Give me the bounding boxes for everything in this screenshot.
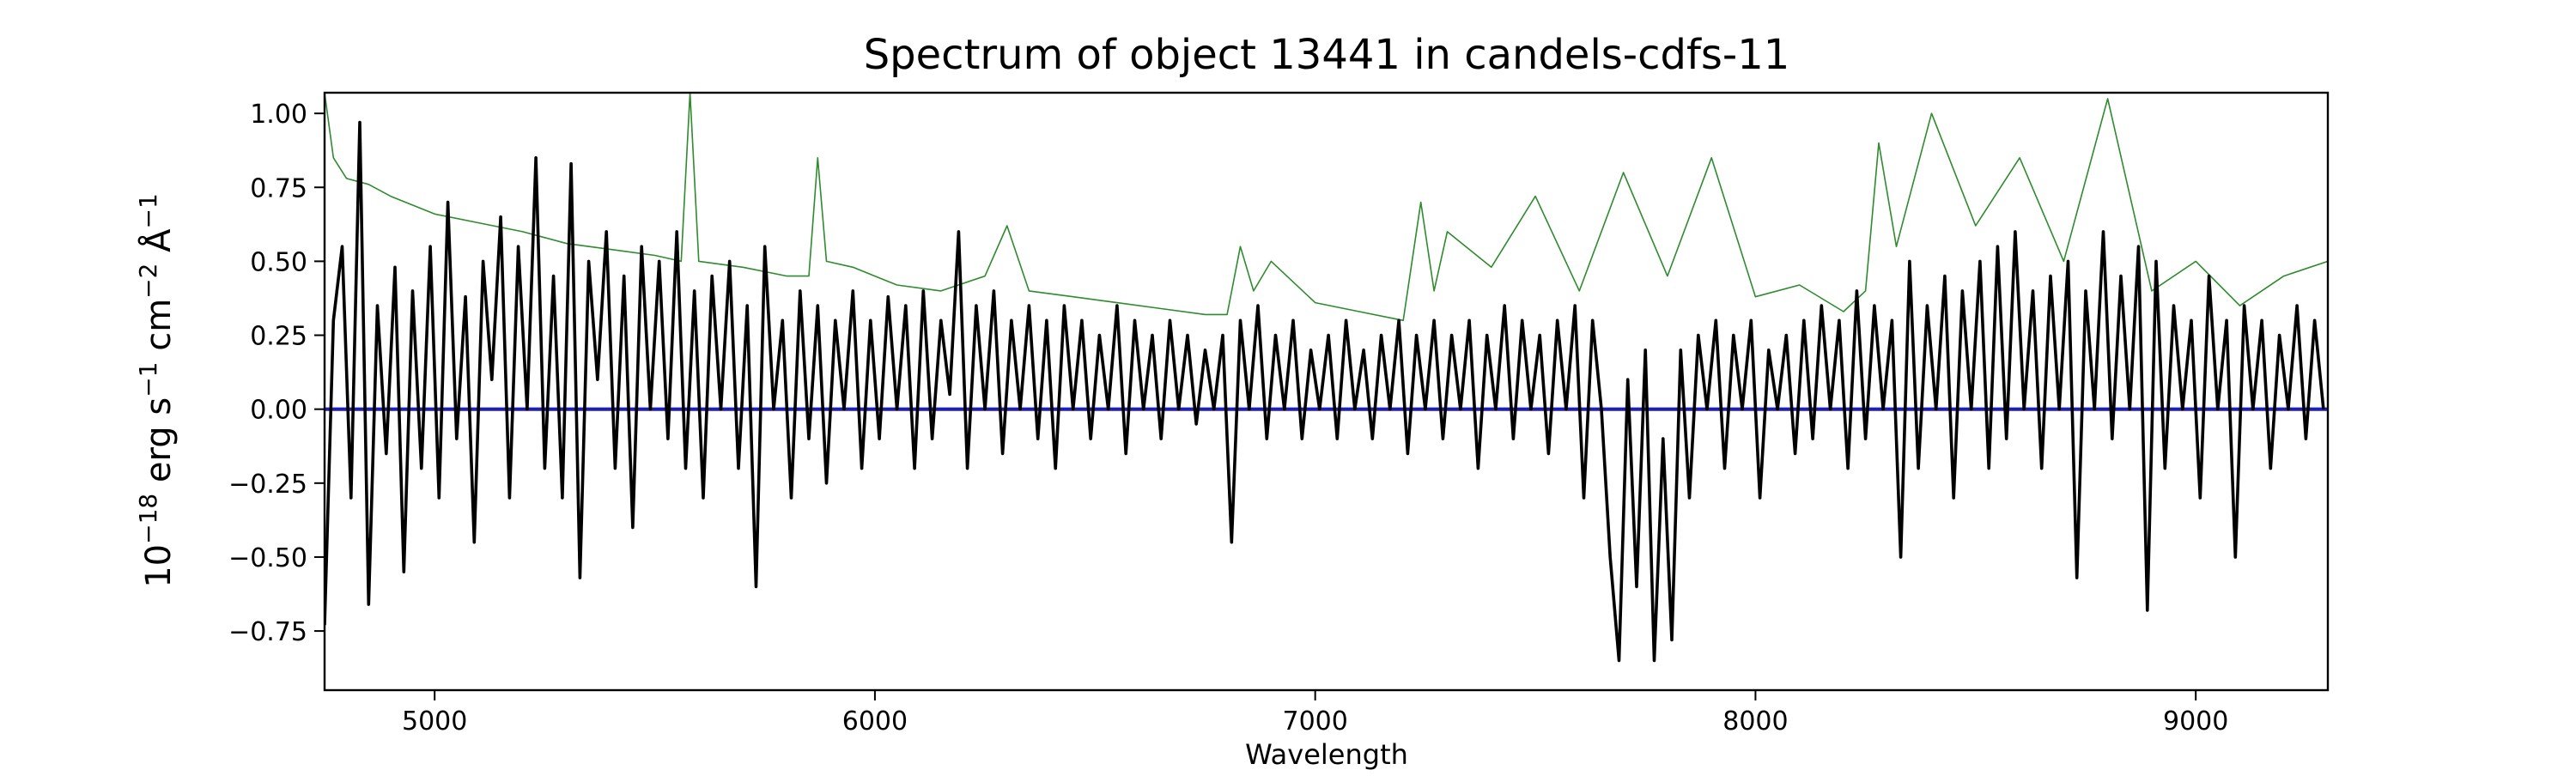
x-tick-label: 7000 bbox=[1283, 706, 1348, 737]
y-tick-label: 0.00 bbox=[250, 396, 307, 426]
ticks-layer: 5000 6000 7000 8000 9000 1.00 0.75 0.50 0.25 0.00… bbox=[228, 100, 2228, 737]
y-tick-label: 0.25 bbox=[250, 322, 307, 352]
x-tick-label: 9000 bbox=[2163, 706, 2228, 737]
chart-title: Spectrum of object 13441 in candels-cdfs… bbox=[864, 31, 1790, 79]
x-tick-label: 5000 bbox=[402, 706, 467, 737]
y-tick-label: −0.50 bbox=[228, 543, 307, 573]
plot-frame bbox=[323, 91, 2330, 692]
x-tick-label: 6000 bbox=[842, 706, 908, 737]
y-tick-label: 0.50 bbox=[250, 247, 307, 277]
ylabel-cm-exponent: −2 bbox=[134, 264, 162, 299]
y-tick-label: −0.75 bbox=[228, 617, 307, 647]
error-spectrum-line bbox=[325, 93, 2328, 322]
y-tick-label: 1.00 bbox=[250, 100, 307, 130]
ylabel-exponent: −18 bbox=[134, 494, 162, 544]
x-axis-label: Wavelength bbox=[1245, 738, 1408, 771]
flux-spectrum-line bbox=[325, 120, 2325, 663]
ylabel-units: erg s bbox=[139, 397, 179, 494]
y-tick-label: −0.25 bbox=[228, 470, 307, 500]
y-tick-label: 0.75 bbox=[250, 173, 307, 203]
ylabel-prefix: 10 bbox=[139, 544, 179, 588]
ylabel-s-exponent: −1 bbox=[134, 362, 162, 397]
series-layer bbox=[325, 93, 2328, 663]
ylabel-angstrom-exponent: −1 bbox=[134, 193, 162, 228]
y-axis-label: 10−18 erg s−1 cm−2 Å−1 bbox=[134, 193, 179, 588]
ylabel-angstrom: Å bbox=[137, 228, 179, 264]
x-tick-label: 8000 bbox=[1722, 706, 1788, 737]
ylabel-cm: cm bbox=[139, 299, 179, 362]
